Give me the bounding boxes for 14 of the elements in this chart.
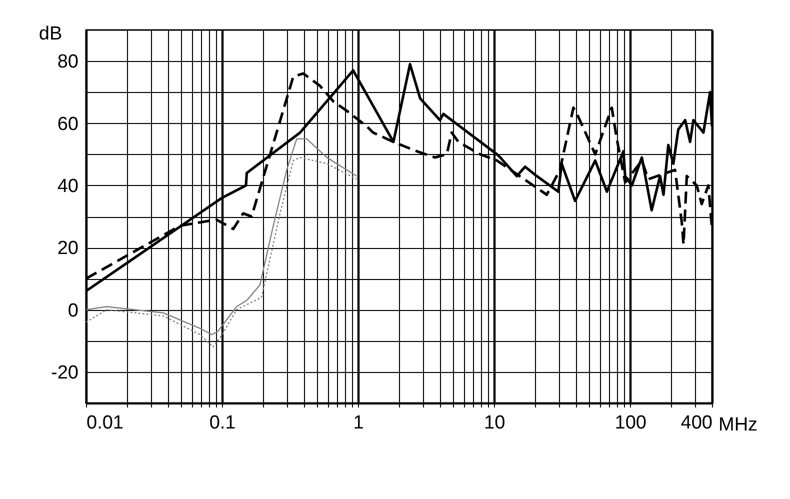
x-tick-label: 0.01	[86, 412, 124, 434]
x-axis-title: MHz	[718, 414, 758, 436]
y-tick-label: 20	[57, 238, 78, 260]
y-tick-label: 0	[68, 300, 78, 322]
y-tick-label: -20	[51, 362, 78, 384]
x-tick-label: 1	[353, 412, 364, 434]
x-tick-label: 400	[680, 412, 712, 434]
y-axis-title: dB	[38, 24, 62, 44]
x-tick-label: 0.1	[209, 412, 236, 434]
y-tick-label: 60	[57, 114, 78, 135]
x-tick-label: 10	[484, 412, 506, 434]
y-tick-label: 40	[57, 176, 78, 197]
x-tick-label: 100	[614, 412, 646, 434]
y-tick-label: 80	[57, 52, 78, 73]
